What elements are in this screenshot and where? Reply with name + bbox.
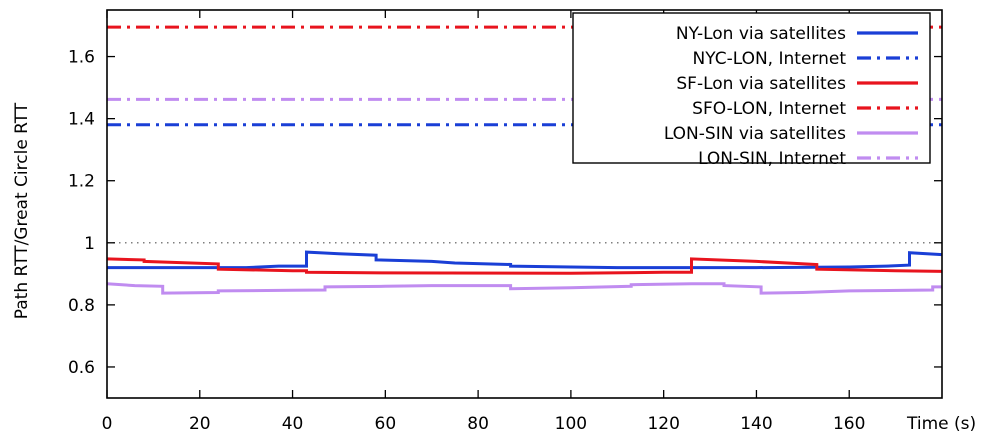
- y-tick-label: 0.8: [68, 296, 95, 316]
- legend-label-1: NY-Lon via satellites: [676, 24, 846, 44]
- plot-frame: [106, 9, 943, 399]
- legend-box: [572, 12, 931, 164]
- x-axis-ticks: 0 20 40 60 80 100 120 140 160: [102, 10, 865, 434]
- y-tick-label: 0.6: [68, 358, 95, 378]
- legend-label-2: NYC-LON, Internet: [693, 49, 847, 69]
- series-line-1: [107, 250, 943, 270]
- legend-label-3: SF-Lon via satellites: [676, 74, 846, 94]
- x-axis-label: Time (s): [906, 414, 976, 434]
- legend: NY-Lon via satellites NYC-LON, Internet SF…: [572, 12, 931, 169]
- series-line-3: [106, 257, 943, 275]
- y-tick-label: 1: [84, 234, 95, 254]
- y-axis-ticks: 0.6 0.8 1 1.2 1.4 1.6: [68, 48, 942, 378]
- series-line-5: [106, 282, 942, 295]
- legend-label-4: SFO-LON, Internet: [692, 99, 846, 119]
- x-tick-label: 160: [833, 414, 865, 434]
- x-tick-label: 100: [555, 414, 587, 434]
- y-tick-label: 1.2: [68, 172, 95, 192]
- legend-label-6: LON-SIN, Internet: [698, 149, 846, 169]
- x-tick-label: 140: [740, 414, 772, 434]
- x-tick-label: 40: [282, 414, 304, 434]
- x-tick-label: 0: [102, 414, 113, 434]
- series-lines: [106, 25, 943, 295]
- y-axis-label: Path RTT/Great Circle RTT: [12, 102, 32, 319]
- x-tick-label: 60: [375, 414, 397, 434]
- y-tick-label: 1.4: [68, 110, 95, 130]
- x-tick-label: 80: [467, 414, 489, 434]
- x-tick-label: 120: [647, 414, 679, 434]
- y-tick-label: 1.6: [68, 48, 95, 68]
- x-tick-label: 20: [189, 414, 211, 434]
- legend-label-5: LON-SIN via satellites: [664, 124, 846, 144]
